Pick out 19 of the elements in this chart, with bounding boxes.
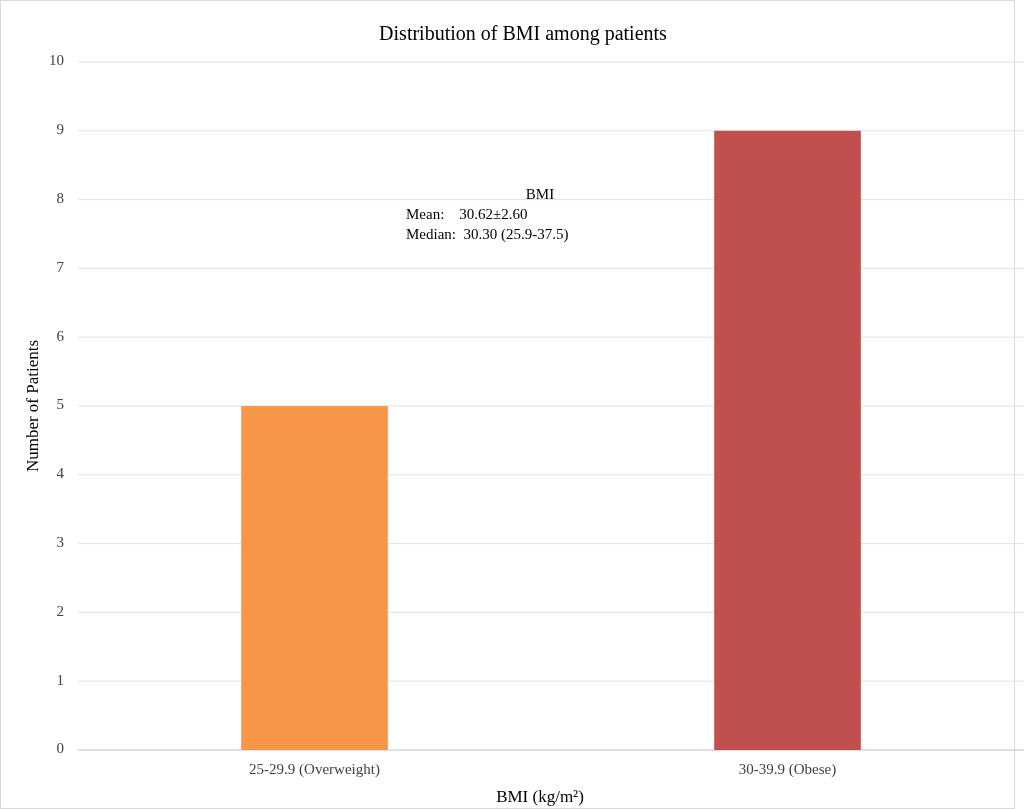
x-tick-label: 25-29.9 (Overweight) <box>249 761 380 778</box>
y-tick-label: 8 <box>56 190 64 207</box>
y-tick-label: 7 <box>56 258 65 275</box>
y-tick-label: 2 <box>56 602 64 619</box>
y-tick-label: 10 <box>49 52 64 69</box>
x-tick-label: 30-39.9 (Obese) <box>738 761 837 778</box>
annotation: Mean: 30.62±2.60 <box>406 206 528 222</box>
y-tick-label: 9 <box>56 121 64 138</box>
y-tick-label: 6 <box>56 327 65 344</box>
y-tick-label: 4 <box>56 465 65 482</box>
y-tick-label: 1 <box>56 671 64 688</box>
y-tick-label: 5 <box>56 396 64 413</box>
y-axis-title: Number of Patients <box>23 339 42 473</box>
x-axis-title: BMI (kg/m²) <box>496 787 584 806</box>
y-tick-label: 3 <box>56 534 64 551</box>
annotation: BMI <box>525 186 555 202</box>
chart-title: Distribution of BMI among patients <box>379 22 668 45</box>
annotation: Median: 30.30 (25.9-37.5) <box>406 226 569 243</box>
y-tick-label: 0 <box>56 740 64 757</box>
